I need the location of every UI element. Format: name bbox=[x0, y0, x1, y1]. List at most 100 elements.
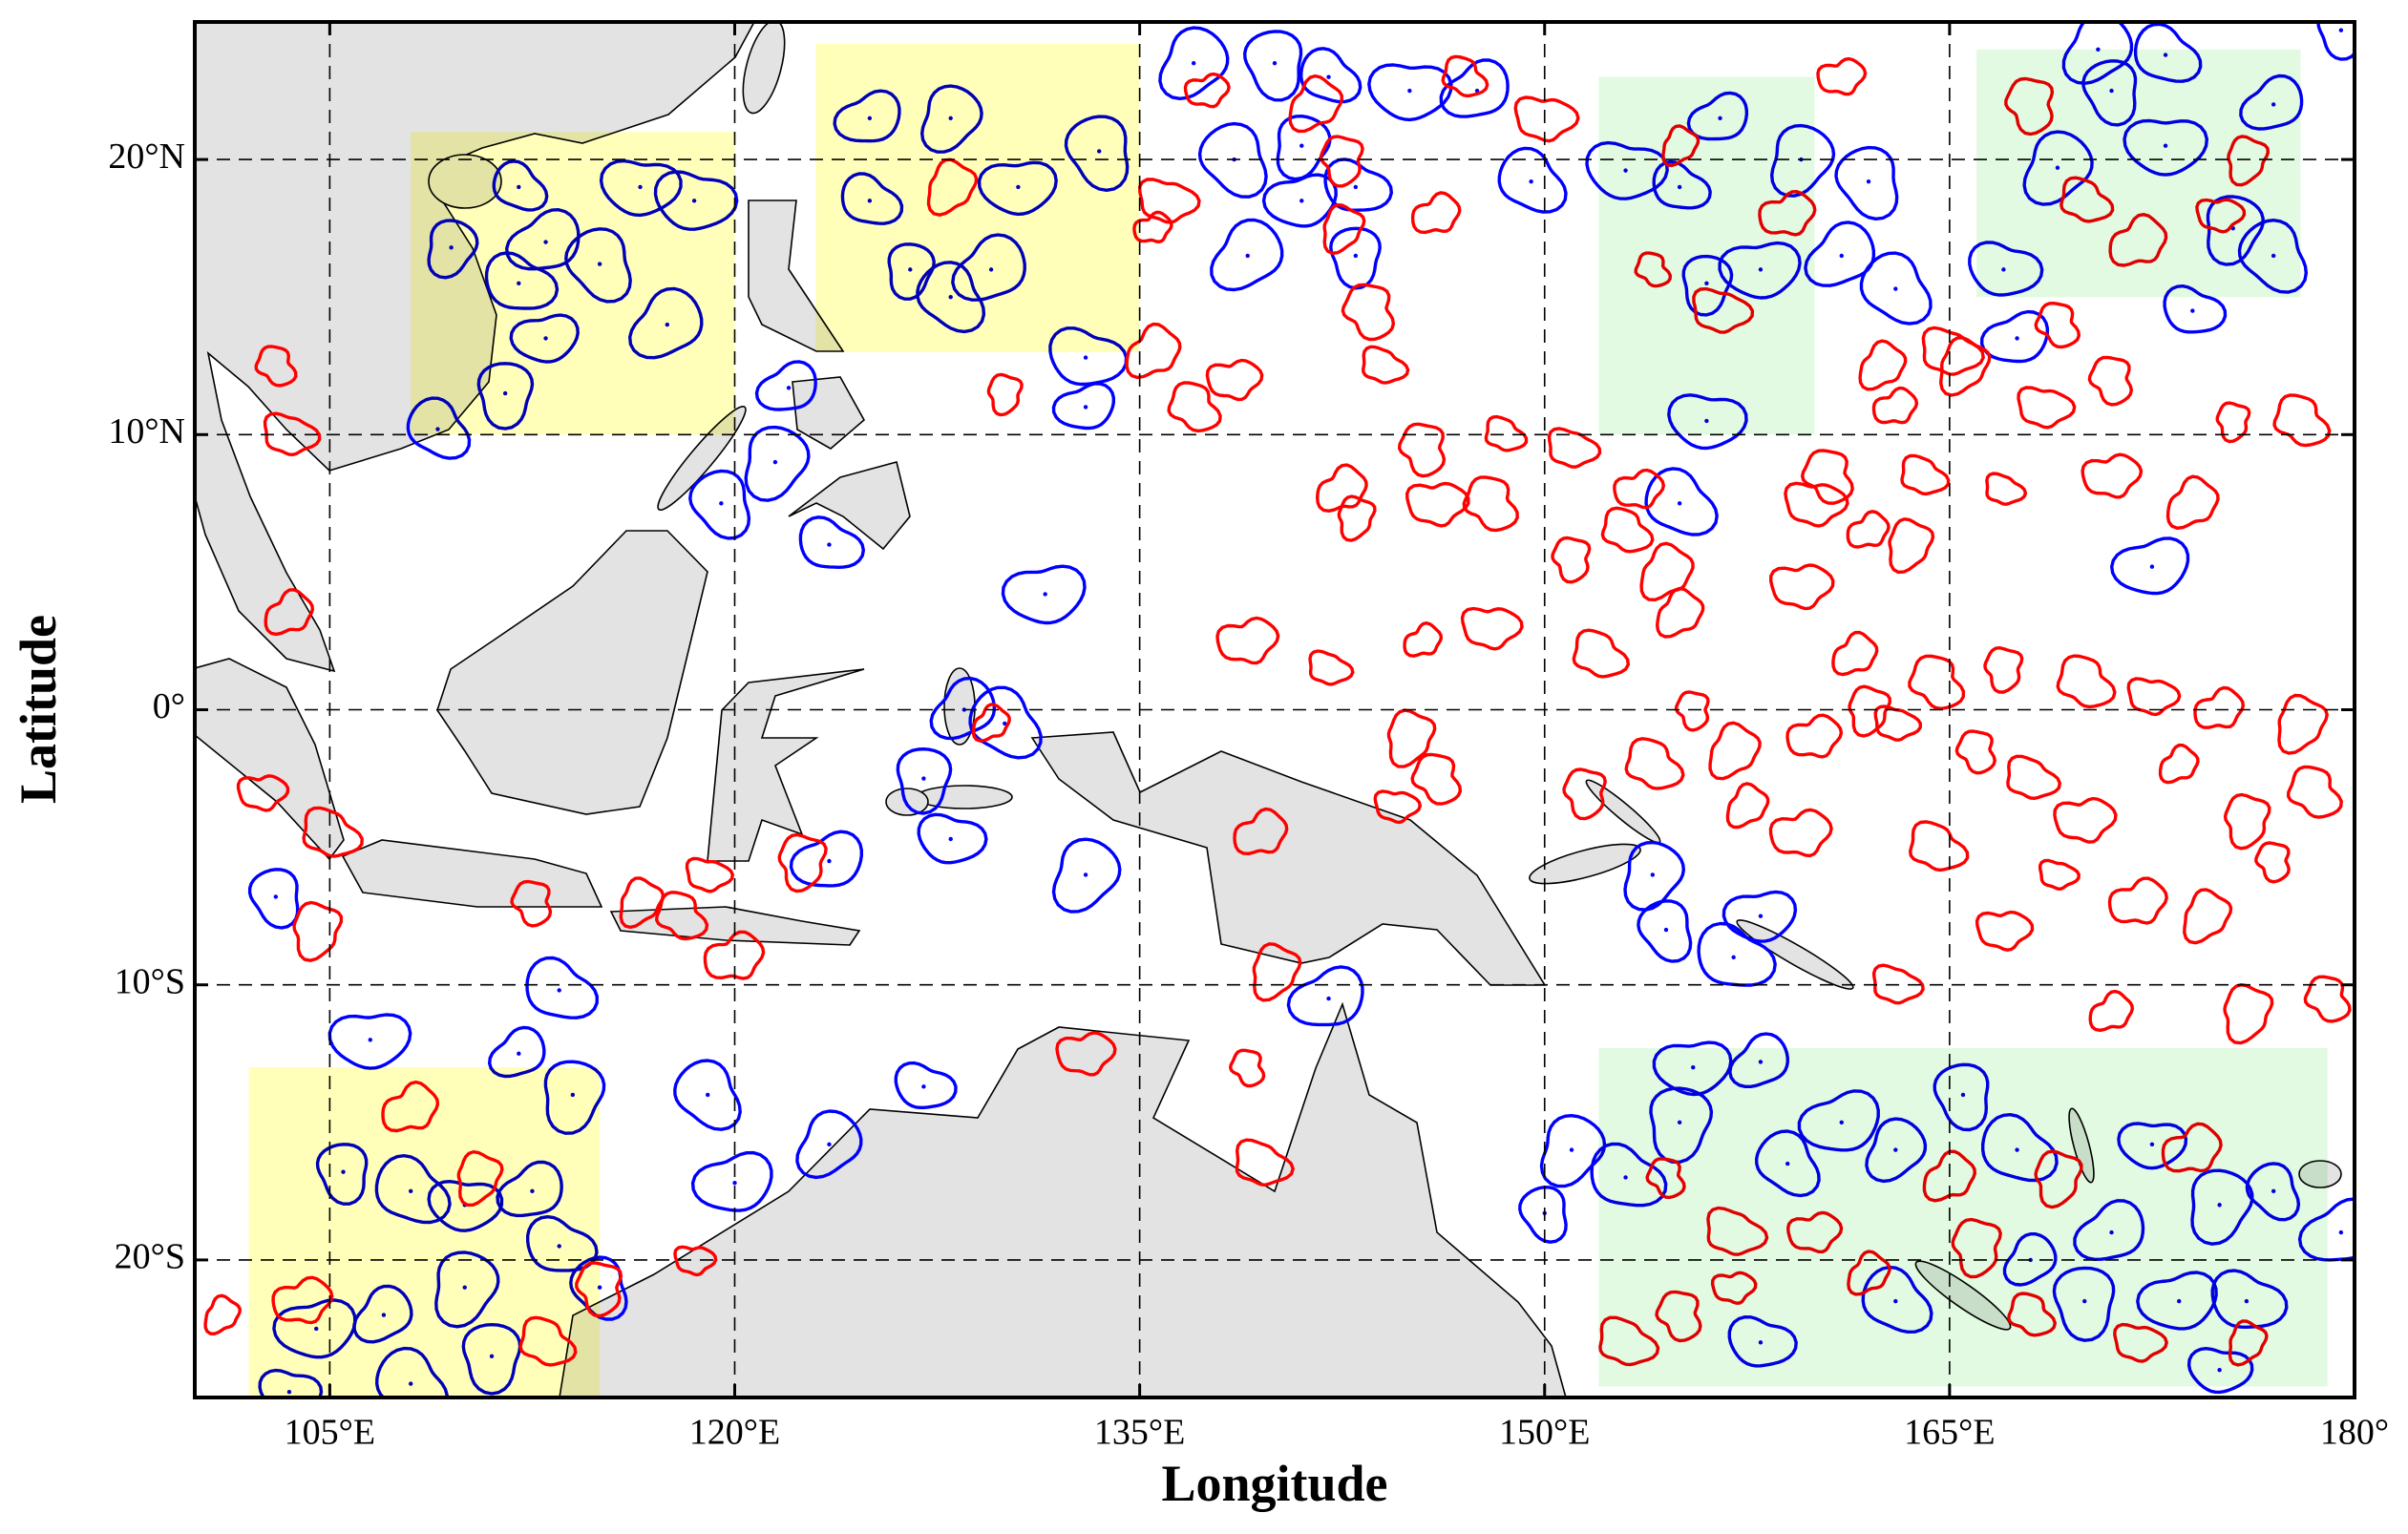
eddy-contour bbox=[1439, 58, 1510, 118]
eddy-center bbox=[1663, 927, 1669, 933]
eddy-contour bbox=[1197, 121, 1268, 199]
eddy-center bbox=[1758, 914, 1764, 918]
eddy-contour bbox=[2316, 22, 2355, 61]
eddy-contour bbox=[1183, 72, 1231, 109]
eddy-contour bbox=[971, 703, 1011, 743]
eddy-center bbox=[1353, 253, 1359, 259]
java bbox=[341, 839, 603, 908]
eddy-contour bbox=[2223, 983, 2274, 1045]
eddy-center bbox=[786, 386, 792, 390]
eddy-contour bbox=[1846, 510, 1890, 549]
y-tick-label: 20°S bbox=[115, 1237, 185, 1277]
eddy-contour bbox=[1769, 563, 1835, 611]
eddy-contour bbox=[1983, 646, 2024, 694]
eddy-center bbox=[2190, 308, 2195, 313]
eddy-contour bbox=[1980, 309, 2049, 364]
eddy-contour bbox=[2272, 393, 2332, 448]
eddy-contour bbox=[1276, 115, 1332, 181]
seram bbox=[916, 785, 1013, 809]
eddy-contour bbox=[1623, 840, 1685, 912]
eddy-contour bbox=[754, 360, 817, 411]
eddy-contour bbox=[1708, 721, 1762, 781]
eddy-contour bbox=[1055, 1031, 1117, 1077]
eddy-contour bbox=[798, 515, 865, 569]
borneo bbox=[436, 530, 708, 815]
eddy-contour bbox=[655, 891, 709, 941]
eddy-contour bbox=[1975, 910, 2035, 952]
eddy-contour bbox=[1051, 837, 1122, 914]
eddy-contour bbox=[2006, 754, 2061, 800]
eddy-contour bbox=[673, 1059, 742, 1131]
x-tick-label: 135°E bbox=[1094, 1413, 1185, 1453]
x-tick-label: 150°E bbox=[1499, 1413, 1590, 1453]
eddy-center bbox=[2338, 28, 2344, 32]
eddy-contour bbox=[968, 685, 1043, 760]
eddy-center bbox=[1353, 184, 1359, 190]
eddy-contour bbox=[1322, 203, 1366, 255]
y-tick-label: 0° bbox=[153, 686, 185, 726]
eddy-contour bbox=[1337, 494, 1377, 542]
sulawesi bbox=[707, 668, 865, 862]
eddy-contour bbox=[2126, 677, 2182, 717]
eddy-contour bbox=[703, 930, 766, 980]
sumatra bbox=[195, 658, 345, 861]
eddy-contour bbox=[1460, 606, 1524, 651]
eddy-contour bbox=[1410, 191, 1462, 235]
eddy-contour bbox=[2088, 989, 2134, 1032]
eddy-contour bbox=[2017, 386, 2077, 430]
regions bbox=[248, 44, 2328, 1397]
eddy-contour bbox=[929, 676, 997, 741]
y-tick-label: 10°S bbox=[115, 961, 185, 1001]
eddy-contour bbox=[203, 1293, 242, 1335]
eddy-contour bbox=[1518, 1186, 1568, 1244]
eddy-contour bbox=[917, 812, 988, 865]
eddy-center bbox=[1299, 199, 1304, 203]
eddy-contour bbox=[1288, 74, 1343, 134]
eddy-contour bbox=[1600, 506, 1655, 554]
highlight-region bbox=[815, 44, 1140, 352]
eddy-contour bbox=[1138, 178, 1201, 224]
eddy-center bbox=[1839, 253, 1844, 259]
eddy-contour bbox=[1539, 1114, 1607, 1188]
eddy-center bbox=[921, 1084, 926, 1089]
eddy-contour bbox=[1205, 358, 1264, 402]
x-tick-label: 165°E bbox=[1904, 1413, 1995, 1453]
eddy-contour bbox=[1367, 63, 1453, 122]
eddy-contour bbox=[1656, 586, 1705, 639]
eddy-contour bbox=[1462, 475, 1519, 533]
eddy-center bbox=[827, 542, 832, 547]
eddy-contour bbox=[1410, 752, 1463, 806]
eddy-contour bbox=[619, 876, 665, 930]
eddy-contour bbox=[1858, 339, 1908, 391]
eddy-contour bbox=[789, 830, 863, 888]
eddy-contour bbox=[2110, 536, 2190, 596]
highlight-region bbox=[1598, 76, 1815, 435]
ticks: 105°E 120°E 135°E 150°E 165°E 180° 20°N 10°N 0° 1… bbox=[108, 22, 2389, 1453]
eddy-contour bbox=[1167, 381, 1222, 433]
eddy-contour bbox=[2254, 841, 2291, 884]
y-axis-label: Latitude bbox=[10, 615, 67, 804]
eddy-contour bbox=[1834, 145, 1899, 221]
eddy-contour bbox=[2277, 693, 2329, 755]
eddy-contour bbox=[1261, 173, 1338, 228]
eddy-center bbox=[948, 836, 953, 842]
eddy-contour bbox=[1831, 630, 1879, 677]
eddy-contour bbox=[302, 806, 364, 858]
eddy-center bbox=[1083, 355, 1088, 360]
eddy-contour bbox=[1299, 47, 1362, 104]
eddy-center bbox=[1677, 501, 1682, 506]
eddy-contour bbox=[1624, 737, 1685, 790]
eddy-contour bbox=[1921, 326, 1985, 376]
eddy-contour bbox=[685, 856, 734, 893]
eddy-contour bbox=[1341, 283, 1396, 342]
x-tick-label: 180° bbox=[2320, 1413, 2389, 1453]
eddy-center bbox=[1326, 74, 1331, 79]
eddy-contour bbox=[894, 1061, 958, 1109]
eddy-center bbox=[1650, 872, 1656, 877]
eddy-center bbox=[1569, 1147, 1574, 1152]
eddy-center bbox=[517, 1051, 521, 1056]
eddy-center bbox=[1043, 592, 1047, 597]
eddy-contour bbox=[1873, 704, 1922, 742]
x-tick-label: 105°E bbox=[285, 1413, 375, 1453]
